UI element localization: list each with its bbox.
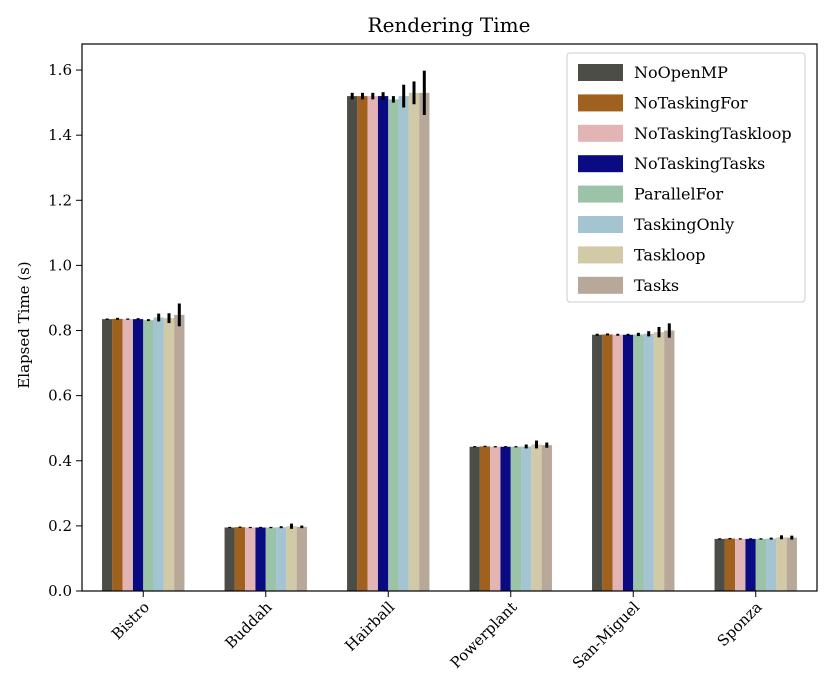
y-axis-label: Elapsed Time (s) xyxy=(15,261,33,388)
bar-NoTaskingTaskloop-Hairball xyxy=(367,96,378,591)
bar-TaskingOnly-Hairball xyxy=(398,96,409,591)
bar-NoTaskingFor-Hairball xyxy=(357,96,368,591)
bar-ParallelFor-Bistro xyxy=(143,320,154,591)
bar-TaskingOnly-Sponza xyxy=(766,538,777,591)
bar-NoTaskingFor-San-Miguel xyxy=(602,334,613,591)
bar-Taskloop-Buddah xyxy=(286,526,297,591)
x-tick-label: Hairball xyxy=(341,598,398,655)
bar-NoTaskingTaskloop-Sponza xyxy=(735,538,746,591)
legend-box xyxy=(566,52,806,303)
legend-label-Taskloop: Taskloop xyxy=(634,245,706,264)
bar-NoOpenMP-Powerplant xyxy=(469,446,480,591)
y-tick-label: 1.0 xyxy=(48,256,72,274)
bar-Tasks-Powerplant xyxy=(541,445,552,591)
bar-NoTaskingFor-Powerplant xyxy=(479,446,491,591)
bar-TaskingOnly-Powerplant xyxy=(521,446,532,591)
y-tick-label: 1.4 xyxy=(48,126,72,144)
bar-NoTaskingTasks-Sponza xyxy=(745,538,756,591)
y-tick-label: 0.8 xyxy=(48,322,72,340)
y-tick-label: 0.2 xyxy=(48,517,72,535)
bar-NoTaskingTasks-Buddah xyxy=(255,527,266,591)
y-tick-label: 1.2 xyxy=(48,191,72,209)
bar-NoTaskingTasks-Bistro xyxy=(132,319,144,591)
legend-label-TaskingOnly: TaskingOnly xyxy=(634,215,734,234)
y-tick-label: 0.6 xyxy=(48,387,72,405)
bar-Taskloop-San-Miguel xyxy=(653,332,665,591)
x-tick-label: Bistro xyxy=(108,598,153,643)
legend-label-ParallelFor: ParallelFor xyxy=(634,185,723,204)
legend-swatch-NoOpenMP xyxy=(578,64,623,81)
bar-Taskloop-Powerplant xyxy=(531,444,542,591)
bar-NoOpenMP-San-Miguel xyxy=(592,334,603,591)
y-tick-label: 0.0 xyxy=(48,582,72,600)
bar-Tasks-Hairball xyxy=(419,92,430,591)
bar-NoTaskingFor-Bistro xyxy=(112,318,123,591)
bar-Taskloop-Sponza xyxy=(776,537,787,591)
bar-NoTaskingTasks-San-Miguel xyxy=(622,334,634,591)
bar-NoTaskingTasks-Powerplant xyxy=(500,446,511,591)
x-tick-label: Powerplant xyxy=(447,598,521,672)
bar-NoOpenMP-Bistro xyxy=(102,319,113,591)
bar-Tasks-San-Miguel xyxy=(664,330,675,591)
x-tick-label: Buddah xyxy=(221,598,275,652)
bar-TaskingOnly-Bistro xyxy=(153,317,164,591)
bar-NoTaskingTasks-Hairball xyxy=(377,96,389,591)
bar-ParallelFor-Sponza xyxy=(755,538,767,591)
legend-label-NoTaskingTaskloop: NoTaskingTaskloop xyxy=(634,124,792,143)
bar-TaskingOnly-Buddah xyxy=(276,527,287,591)
legend-label-NoOpenMP: NoOpenMP xyxy=(634,63,728,82)
bar-Taskloop-Bistro xyxy=(163,318,175,591)
legend-label-NoTaskingFor: NoTaskingFor xyxy=(634,93,748,112)
bar-NoTaskingTaskloop-Powerplant xyxy=(490,446,501,591)
bar-NoOpenMP-Buddah xyxy=(224,527,235,591)
bar-Tasks-Buddah xyxy=(296,526,307,591)
legend-swatch-ParallelFor xyxy=(578,185,623,203)
bar-NoOpenMP-Sponza xyxy=(714,538,725,591)
bar-NoTaskingFor-Buddah xyxy=(234,527,246,591)
bar-NoTaskingTaskloop-San-Miguel xyxy=(612,334,623,591)
bar-NoTaskingTaskloop-Bistro xyxy=(122,319,133,591)
legend-swatch-TaskingOnly xyxy=(578,216,623,233)
bar-NoTaskingTaskloop-Buddah xyxy=(245,527,256,591)
bar-Tasks-Sponza xyxy=(786,537,797,591)
bar-ParallelFor-Hairball xyxy=(388,99,399,591)
x-tick-label: San-Miguel xyxy=(569,598,643,672)
legend-swatch-NoTaskingFor xyxy=(578,94,623,112)
bar-NoTaskingFor-Sponza xyxy=(724,538,736,591)
y-tick-label: 1.6 xyxy=(48,61,72,79)
bar-NoOpenMP-Hairball xyxy=(347,96,358,591)
bar-ParallelFor-Powerplant xyxy=(510,446,522,591)
legend-swatch-NoTaskingTasks xyxy=(578,155,623,173)
legend-label-Tasks: Tasks xyxy=(634,276,679,295)
legend-swatch-Taskloop xyxy=(578,246,623,264)
bar-Tasks-Bistro xyxy=(174,314,185,591)
bar-TaskingOnly-San-Miguel xyxy=(643,333,654,591)
axes-frame xyxy=(81,43,818,592)
y-tick-label: 0.4 xyxy=(48,452,72,470)
legend-swatch-Tasks xyxy=(578,276,623,294)
bar-ParallelFor-San-Miguel xyxy=(633,334,644,591)
bar-ParallelFor-Buddah xyxy=(265,527,277,591)
bar-Taskloop-Hairball xyxy=(408,92,420,591)
legend-label-NoTaskingTasks: NoTaskingTasks xyxy=(634,154,765,173)
legend-swatch-NoTaskingTaskloop xyxy=(578,124,623,142)
chart-title: Rendering Time xyxy=(368,13,531,37)
plot-area: 0.0 0.2 0.4 0.6 0.8 1.0 1.2 1.4 1.6 Bistro Buddah H… xyxy=(48,43,818,672)
x-tick-label: Sponza xyxy=(714,598,766,650)
